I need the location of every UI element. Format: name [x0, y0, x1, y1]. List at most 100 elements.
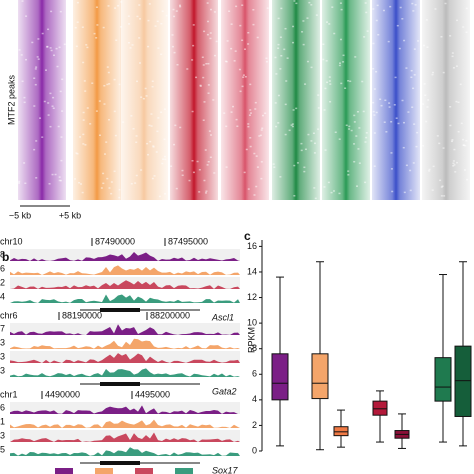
- heatmap-noise: [107, 5, 110, 7]
- heatmap-noise: [254, 101, 257, 104]
- heatmap-noise: [106, 177, 109, 180]
- heatmap-noise: [377, 33, 380, 36]
- heatmap-noise: [225, 125, 228, 128]
- heatmap-noise: [239, 90, 242, 93]
- heatmap-noise: [228, 10, 231, 13]
- y-tick-label: 4: [252, 394, 257, 404]
- heatmap-noise: [23, 96, 26, 99]
- heatmap-noise: [443, 195, 446, 197]
- heatmap-noise: [295, 107, 298, 110]
- coverage: [10, 265, 240, 275]
- heatmap-noise: [325, 21, 328, 23]
- heatmap-noise: [358, 127, 361, 129]
- heatmap-noise: [132, 128, 135, 130]
- heatmap-noise: [416, 131, 419, 134]
- heatmap-noise: [375, 19, 378, 22]
- heatmap-noise: [148, 3, 151, 5]
- heatmap-noise: [172, 8, 175, 11]
- heatmap-noise: [280, 54, 283, 57]
- heatmap-noise: [18, 182, 21, 184]
- heatmap-noise: [24, 182, 27, 185]
- heatmap-noise: [53, 54, 56, 57]
- heatmap-noise: [354, 56, 357, 58]
- heatmap-noise: [74, 26, 77, 29]
- heatmap-noise: [390, 168, 393, 170]
- heatmap-noise: [261, 127, 264, 130]
- heatmap-noise: [417, 40, 420, 42]
- heatmap-noise: [347, 80, 350, 82]
- heatmap-noise: [35, 140, 38, 142]
- heatmap-noise: [134, 182, 137, 184]
- heatmap-noise: [413, 74, 416, 76]
- y-tick-label: 10: [247, 317, 257, 327]
- heatmap-noise: [277, 43, 280, 46]
- heatmap-noise: [165, 14, 168, 17]
- heatmap-noise: [451, 55, 454, 58]
- heatmap-noise: [312, 132, 315, 135]
- heatmap-noise: [195, 76, 198, 79]
- heatmap-noise: [453, 164, 456, 166]
- heatmap-noise: [107, 71, 110, 74]
- heatmap-noise: [230, 47, 233, 50]
- heatmap-noise: [355, 135, 358, 137]
- heatmap-noise: [108, 83, 111, 85]
- heatmap-noise: [260, 129, 263, 131]
- heatmap-noise: [58, 179, 61, 182]
- heatmap-noise: [192, 44, 195, 47]
- heatmap-noise: [18, 180, 21, 183]
- heatmap-noise: [199, 84, 202, 87]
- heatmap-noise: [41, 136, 44, 138]
- heatmap-noise: [403, 39, 406, 42]
- heatmap-noise: [95, 6, 98, 8]
- heatmap-noise: [279, 36, 282, 39]
- heatmap-noise: [80, 183, 83, 185]
- heatmap-noise: [350, 129, 353, 132]
- heatmap-noise: [339, 38, 342, 41]
- heatmap-noise: [313, 187, 316, 189]
- heatmap-noise: [178, 4, 181, 7]
- heatmap-noise: [453, 148, 456, 151]
- heatmap-noise: [93, 32, 96, 35]
- heatmap-noise: [155, 151, 158, 153]
- heatmap-noise: [162, 158, 165, 160]
- heatmap-noise: [308, 1, 311, 4]
- heatmap-noise: [50, 49, 53, 52]
- heatmap-noise: [385, 131, 388, 133]
- heatmap-noise: [249, 109, 252, 111]
- heatmap-noise: [284, 133, 287, 136]
- heatmap-noise: [103, 84, 106, 87]
- heatmap-noise: [39, 117, 42, 119]
- heatmap-noise: [357, 148, 360, 150]
- heatmap-noise: [288, 129, 291, 132]
- heatmap-noise: [452, 67, 455, 69]
- box: [333, 426, 349, 437]
- heatmap-noise: [212, 99, 215, 101]
- heatmap-noise: [76, 21, 79, 23]
- heatmap-noise: [333, 32, 336, 35]
- gene: Sox17: [212, 465, 239, 474]
- heatmap-noise: [84, 90, 87, 92]
- heatmap-noise: [459, 83, 462, 86]
- heatmap-noise: [79, 136, 82, 138]
- heatmap-noise: [324, 149, 327, 151]
- heatmap-noise: [364, 141, 367, 143]
- heatmap-noise: [291, 123, 294, 125]
- heatmap-noise: [390, 152, 393, 154]
- heatmap-noise: [83, 80, 86, 82]
- heatmap-noise: [465, 31, 468, 34]
- panel-label: c: [244, 229, 251, 243]
- heatmap-noise: [280, 7, 283, 10]
- heatmap-ylabel: MTF2 peaks: [6, 74, 16, 125]
- heatmap-noise: [136, 80, 139, 83]
- heatmap-noise: [56, 65, 59, 68]
- heatmap-noise: [249, 145, 252, 148]
- heatmap-noise: [428, 168, 431, 171]
- heatmap-noise: [306, 60, 309, 63]
- heatmap-noise: [425, 19, 428, 21]
- heatmap-noise: [331, 6, 334, 8]
- heatmap-noise: [239, 24, 242, 27]
- heatmap-noise: [55, 47, 58, 50]
- track-scale: 3: [0, 365, 5, 375]
- heatmap-noise: [372, 68, 375, 70]
- heatmap-noise: [241, 85, 244, 88]
